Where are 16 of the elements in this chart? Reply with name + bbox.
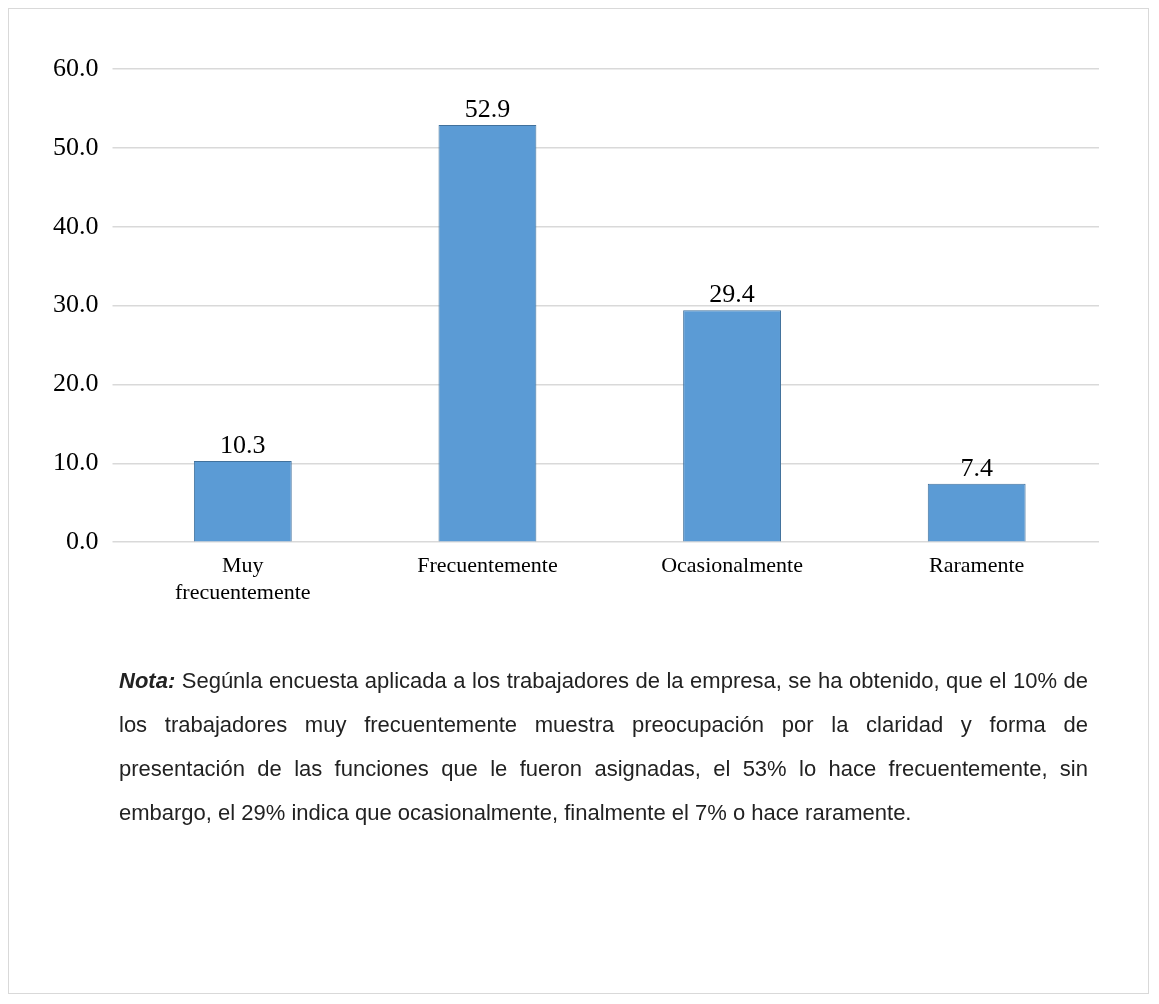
y-tick-label: 20.0 (53, 368, 99, 398)
text: Nota: Segúnla encuesta aplicada a los trabajadores de la empresa, se ha obtenido, que el 10% de los trabajadores muy frecuentemente muestra preocupación por la claridad y forma de presentación de las funciones que le fueron asignadas, el 53% lo hace frecuentemente, sin embargo, el 29% indica que ocasionalmente, finalmente el 7% o hace raramente. (119, 667, 1088, 827)
data-label: 7.4 (960, 452, 993, 482)
x-tick-label: Muy frecuentemente (175, 552, 311, 604)
y-tick-label: 40.0 (53, 210, 99, 240)
data-label: 52.9 (464, 93, 511, 123)
data-label: 10.3 (220, 429, 266, 459)
y-tick-label: 10.0 (53, 447, 99, 477)
y-tick-label: 0.0 (66, 526, 99, 556)
y-tick-label: 60.0 (53, 52, 99, 82)
x-tick-label: Ocasionalmente (661, 552, 803, 578)
y-tick-label: 30.0 (53, 289, 99, 319)
y-tick-label: 50.0 (53, 131, 99, 161)
data-label: 29.4 (709, 279, 755, 309)
x-tick-label: Frecuentemente (417, 552, 558, 578)
x-tick-label: Raramente (929, 552, 1025, 578)
